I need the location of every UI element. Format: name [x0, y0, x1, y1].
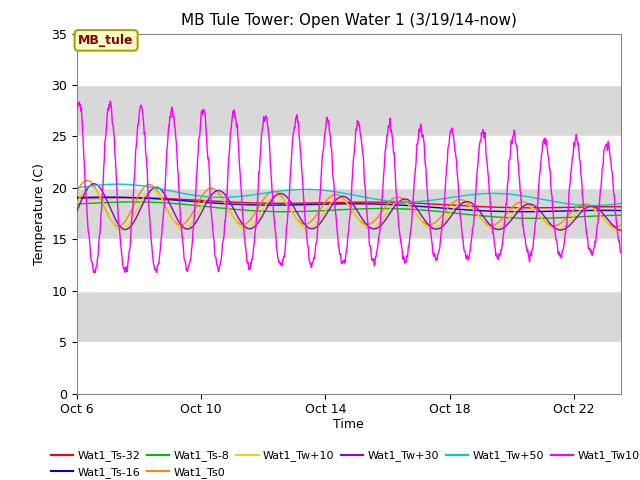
X-axis label: Time: Time — [333, 418, 364, 431]
Bar — [77, 136, 621, 188]
Bar — [77, 34, 621, 85]
Title: MB Tule Tower: Open Water 1 (3/19/14-now): MB Tule Tower: Open Water 1 (3/19/14-now… — [181, 13, 516, 28]
Y-axis label: Temperature (C): Temperature (C) — [33, 163, 45, 264]
Bar — [77, 240, 621, 291]
Legend: Wat1_Ts-32, Wat1_Ts-16, Wat1_Ts-8, Wat1_Ts0, Wat1_Tw+10, Wat1_Tw+30, Wat1_Tw+50,: Wat1_Ts-32, Wat1_Ts-16, Wat1_Ts-8, Wat1_… — [47, 446, 640, 480]
Bar — [77, 342, 621, 394]
Text: MB_tule: MB_tule — [78, 34, 134, 47]
